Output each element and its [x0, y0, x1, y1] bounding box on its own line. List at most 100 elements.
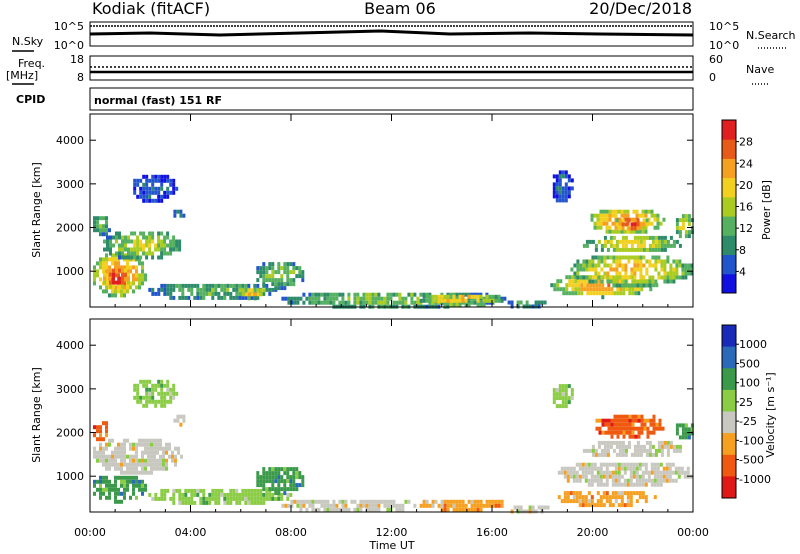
power-cell [552, 190, 556, 195]
power-cell [633, 275, 637, 280]
velocity-cell [374, 499, 378, 504]
power-cell [482, 298, 486, 303]
velocity-cell [623, 482, 627, 487]
power-cell [105, 216, 108, 221]
power-cell [608, 229, 612, 234]
velocity-cell [567, 400, 571, 405]
velocity-cell [141, 462, 144, 467]
power-cell [111, 257, 114, 262]
power-cell [105, 253, 108, 258]
power-cell [157, 243, 161, 248]
velocity-cell [584, 470, 588, 475]
velocity-cell [560, 499, 564, 504]
velocity-cell [274, 475, 278, 480]
velocity-cell [174, 446, 177, 451]
velocity-cell [135, 470, 138, 475]
velocity-cell [455, 499, 459, 504]
power-cell [283, 262, 287, 267]
power-cell [124, 268, 127, 273]
velocity-cell [614, 466, 618, 471]
power-cell [574, 291, 578, 296]
power-cell [617, 229, 621, 234]
velocity-cell [650, 470, 654, 475]
velocity-cell [157, 496, 161, 501]
power-cell [295, 266, 299, 271]
velocity-cell [587, 503, 591, 508]
power-cell [639, 222, 643, 227]
velocity-cell [593, 503, 597, 508]
velocity-cell [470, 503, 474, 508]
velocity-cell [341, 507, 345, 512]
velocity-cell [598, 418, 602, 423]
power-cell [145, 243, 149, 248]
power-colorbar-label: Power [dB] [760, 180, 773, 240]
velocity-cell [628, 434, 632, 439]
velocity-cell [135, 458, 138, 463]
power-cell [476, 302, 480, 307]
power-cell [651, 243, 655, 248]
power-cell [574, 283, 578, 288]
power-cell [564, 194, 568, 199]
power-cell [166, 174, 170, 179]
power-cell [157, 174, 161, 179]
velocity-cell [605, 474, 609, 479]
power-cell [431, 294, 435, 299]
velocity-cell [616, 430, 620, 435]
velocity-cell [305, 499, 309, 504]
power-cell [579, 275, 583, 280]
power-cell [141, 277, 144, 282]
velocity-cell [259, 500, 263, 505]
velocity-cell [232, 492, 236, 497]
velocity-cell [590, 466, 594, 471]
power-cell [123, 265, 126, 270]
velocity-cell [440, 499, 444, 504]
velocity-cell [148, 379, 152, 384]
velocity-cell [587, 462, 591, 467]
power-cell [105, 257, 108, 262]
velocity-cell [179, 414, 183, 419]
power-cell [556, 283, 560, 288]
velocity-cell [120, 470, 123, 475]
velocity-cell [132, 491, 135, 496]
power-cell [639, 283, 643, 288]
velocity-cell [99, 429, 102, 434]
power-cell [277, 266, 281, 271]
velocity-cell [628, 422, 632, 427]
power-cell [617, 221, 621, 226]
velocity-cell [611, 474, 615, 479]
velocity-cell [590, 495, 594, 500]
velocity-cell [117, 442, 120, 447]
power-cell [292, 270, 296, 275]
velocity-cell [606, 448, 610, 453]
power-cell [600, 243, 604, 248]
velocity-cell [162, 458, 165, 463]
power-cell [196, 283, 200, 288]
power-cell [596, 217, 600, 222]
velocity-cell [105, 483, 108, 488]
velocity-cell [552, 400, 556, 405]
velocity-cell [105, 433, 108, 438]
velocity-cell [620, 495, 624, 500]
velocity-cell [629, 482, 633, 487]
velocity-cell [135, 475, 138, 480]
power-cell [591, 263, 595, 268]
velocity-cell [280, 496, 284, 501]
velocity-colorbar-label: Velocity [m s⁻¹] [764, 372, 777, 457]
power-cell [543, 300, 547, 305]
velocity-cell [656, 462, 660, 467]
velocity-cell [603, 448, 607, 453]
power-cell [606, 247, 610, 252]
velocity-cell [126, 454, 129, 459]
velocity-cell [150, 466, 153, 471]
power-cell [479, 302, 483, 307]
power-cell [555, 182, 559, 187]
power-cell [583, 279, 587, 284]
power-cell [654, 239, 658, 244]
velocity-cell [99, 437, 102, 442]
power-cell [287, 296, 291, 301]
velocity-cell [262, 492, 266, 497]
cpid-label: CPID [16, 93, 45, 106]
power-cell [605, 213, 609, 218]
velocity-cell [633, 452, 637, 457]
power-cell [311, 296, 315, 301]
